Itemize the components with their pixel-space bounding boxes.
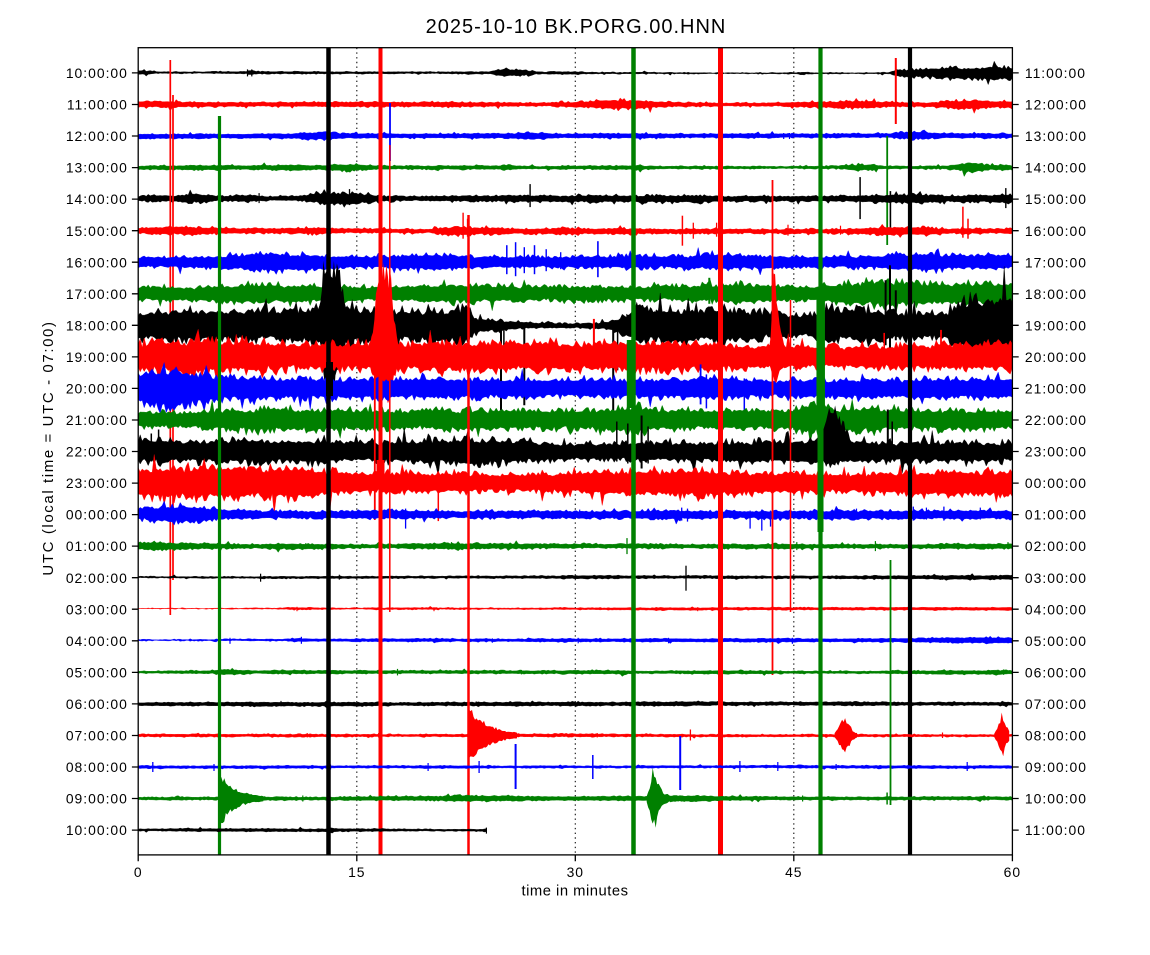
svg-text:11:00:00: 11:00:00 xyxy=(67,97,128,113)
svg-text:05:00:00: 05:00:00 xyxy=(1025,633,1087,649)
svg-text:18:00:00: 18:00:00 xyxy=(1025,286,1087,302)
svg-text:14:00:00: 14:00:00 xyxy=(1025,160,1087,176)
svg-text:12:00:00: 12:00:00 xyxy=(66,128,128,144)
svg-text:0: 0 xyxy=(134,864,143,880)
svg-text:30: 30 xyxy=(567,864,584,880)
svg-text:15: 15 xyxy=(348,864,365,880)
svg-text:23:00:00: 23:00:00 xyxy=(66,475,128,491)
svg-text:08:00:00: 08:00:00 xyxy=(1025,728,1087,744)
svg-text:16:00:00: 16:00:00 xyxy=(1025,223,1087,239)
svg-text:09:00:00: 09:00:00 xyxy=(66,791,128,807)
svg-text:23:00:00: 23:00:00 xyxy=(1025,444,1087,460)
svg-text:17:00:00: 17:00:00 xyxy=(66,286,128,302)
svg-text:03:00:00: 03:00:00 xyxy=(1025,570,1087,586)
svg-text:60: 60 xyxy=(1004,864,1021,880)
svg-text:21:00:00: 21:00:00 xyxy=(1025,381,1087,397)
svg-text:09:00:00: 09:00:00 xyxy=(1025,759,1087,775)
svg-text:10:00:00: 10:00:00 xyxy=(66,65,128,81)
svg-text:16:00:00: 16:00:00 xyxy=(66,254,128,270)
svg-text:00:00:00: 00:00:00 xyxy=(66,507,128,523)
svg-text:14:00:00: 14:00:00 xyxy=(66,191,128,207)
svg-text:19:00:00: 19:00:00 xyxy=(66,349,128,365)
svg-text:03:00:00: 03:00:00 xyxy=(66,601,128,617)
svg-text:07:00:00: 07:00:00 xyxy=(66,728,128,744)
svg-text:11:00:00: 11:00:00 xyxy=(1025,65,1086,81)
svg-text:02:00:00: 02:00:00 xyxy=(66,570,128,586)
svg-text:05:00:00: 05:00:00 xyxy=(66,665,128,681)
svg-text:00:00:00: 00:00:00 xyxy=(1025,475,1087,491)
svg-text:11:00:00: 11:00:00 xyxy=(1025,822,1086,838)
svg-text:08:00:00: 08:00:00 xyxy=(66,759,128,775)
svg-text:10:00:00: 10:00:00 xyxy=(1025,791,1087,807)
svg-text:22:00:00: 22:00:00 xyxy=(1025,412,1087,428)
svg-text:19:00:00: 19:00:00 xyxy=(1025,317,1087,333)
svg-text:UTC (local time = UTC - 07:00): UTC (local time = UTC - 07:00) xyxy=(40,320,57,575)
svg-text:20:00:00: 20:00:00 xyxy=(66,381,128,397)
svg-text:10:00:00: 10:00:00 xyxy=(66,822,128,838)
svg-text:18:00:00: 18:00:00 xyxy=(66,317,128,333)
svg-text:15:00:00: 15:00:00 xyxy=(1025,191,1087,207)
svg-text:15:00:00: 15:00:00 xyxy=(66,223,128,239)
svg-text:07:00:00: 07:00:00 xyxy=(1025,696,1087,712)
svg-text:time in minutes: time in minutes xyxy=(521,884,628,900)
svg-text:2025-10-10 BK.PORG.00.HNN: 2025-10-10 BK.PORG.00.HNN xyxy=(426,16,727,38)
svg-text:04:00:00: 04:00:00 xyxy=(66,633,128,649)
svg-text:21:00:00: 21:00:00 xyxy=(66,412,128,428)
svg-text:22:00:00: 22:00:00 xyxy=(66,444,128,460)
svg-text:02:00:00: 02:00:00 xyxy=(1025,538,1087,554)
svg-text:17:00:00: 17:00:00 xyxy=(1025,254,1087,270)
svg-text:45: 45 xyxy=(785,864,802,880)
svg-text:12:00:00: 12:00:00 xyxy=(1025,97,1087,113)
svg-text:04:00:00: 04:00:00 xyxy=(1025,601,1087,617)
svg-text:13:00:00: 13:00:00 xyxy=(66,160,128,176)
svg-text:13:00:00: 13:00:00 xyxy=(1025,128,1087,144)
svg-text:20:00:00: 20:00:00 xyxy=(1025,349,1087,365)
svg-text:01:00:00: 01:00:00 xyxy=(1025,507,1087,523)
svg-text:06:00:00: 06:00:00 xyxy=(1025,665,1087,681)
svg-text:01:00:00: 01:00:00 xyxy=(66,538,128,554)
svg-text:06:00:00: 06:00:00 xyxy=(66,696,128,712)
